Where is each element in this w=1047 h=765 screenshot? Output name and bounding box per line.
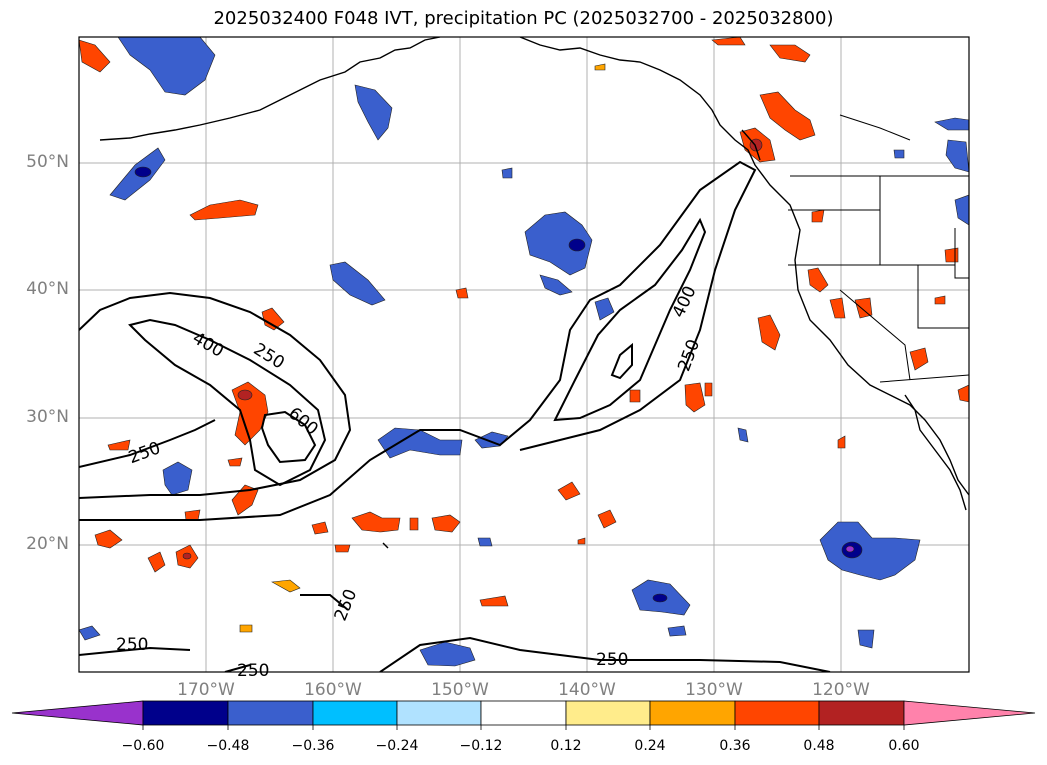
colorbar-tick-label: 0.36: [719, 738, 751, 754]
colorbar-bin: [565, 700, 651, 726]
lon-label: 140°W: [558, 680, 616, 700]
colorbar-bin: [142, 700, 229, 726]
map-frame: [78, 36, 970, 673]
lat-label: 50°N: [26, 152, 69, 172]
borders: [788, 114, 969, 383]
map-title: 2025032400 F048 IVT, precipitation PC (2…: [213, 8, 834, 29]
colorbar-tick-label: −0.60: [121, 738, 165, 754]
colorbar-bin: [227, 700, 314, 726]
coastlines: [99, 37, 969, 549]
lat-label: 40°N: [26, 279, 69, 299]
contour-label: 250: [237, 661, 269, 681]
contour-label: 400: [669, 283, 701, 321]
colorbar-tick-label: 0.12: [550, 738, 582, 754]
colorbar-overflow: [903, 700, 1036, 726]
contour-label: 250: [126, 438, 163, 468]
lon-label: 150°W: [431, 680, 489, 700]
colorbar-tick-label: 0.60: [888, 738, 920, 754]
colorbar-bin: [734, 700, 820, 726]
colorbar-tick-label: −0.12: [459, 738, 503, 754]
colorbar-tick-label: 0.24: [634, 738, 666, 754]
colorbar-bin: [818, 700, 905, 726]
colorbar-tick-label: 0.48: [803, 738, 835, 754]
colorbar-bin: [480, 700, 567, 726]
colorbar: [11, 700, 1036, 730]
contour-label: 250: [331, 586, 362, 624]
lon-label: 120°W: [812, 680, 870, 700]
colorbar-tick-label: −0.24: [375, 738, 419, 754]
colorbar-tick-label: −0.48: [206, 738, 250, 754]
colorbar-bin: [396, 700, 482, 726]
lon-label: 170°W: [177, 680, 235, 700]
contour-labels: 400 250 600 250 400 250 250 250 250 250: [116, 283, 704, 681]
contour-label: 250: [596, 650, 628, 670]
ivt-contours: [79, 160, 831, 672]
colorbar-bin: [312, 700, 398, 726]
colorbar-bin: [649, 700, 736, 726]
precip-positive-areas: [79, 37, 969, 633]
contour-label: 250: [674, 337, 704, 374]
lat-label: 20°N: [26, 534, 69, 554]
contour-label: 250: [116, 635, 148, 655]
colorbar-tick-label: −0.36: [291, 738, 335, 754]
colorbar-underflow: [11, 700, 144, 726]
contour-label: 250: [250, 339, 288, 373]
precip-negative-areas: [79, 37, 969, 667]
lat-label: 30°N: [26, 407, 69, 427]
lon-label: 160°W: [304, 680, 362, 700]
lon-label: 130°W: [685, 680, 743, 700]
